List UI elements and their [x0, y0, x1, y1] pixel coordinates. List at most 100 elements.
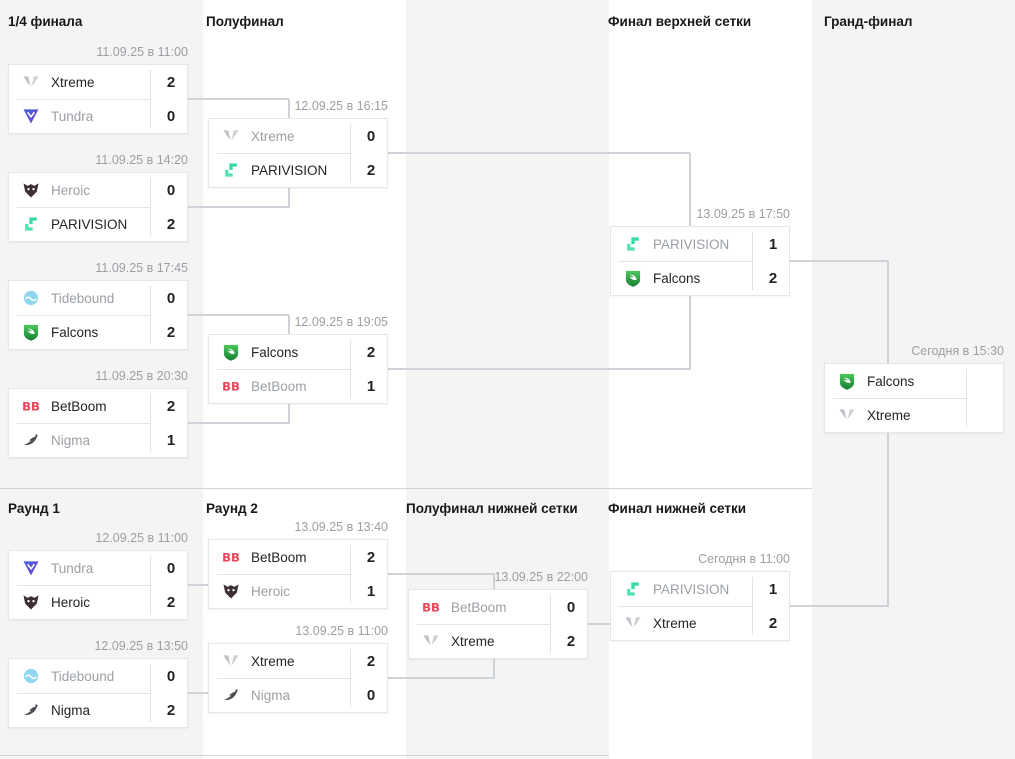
svg-text:BB: BB [222, 551, 240, 565]
match-card-lb-final[interactable]: PARIVISION 1 Xtreme 2 [610, 571, 790, 641]
match-card-uf-qf-1[interactable]: Xtreme 2 Tundra 0 [8, 64, 188, 134]
team-score: 1 [366, 377, 376, 395]
bracket-stage-header-gf: Гранд-финал [824, 14, 913, 29]
betboom-logo-icon: BB [421, 597, 441, 617]
match-datetime: 13.09.25 в 22:00 [494, 570, 588, 584]
match-card-lb-r2-1[interactable]: BB BetBoom 2 Heroic 1 [208, 539, 388, 609]
team-name: PARIVISION [51, 216, 128, 232]
bracket-stage-header-lr2: Раунд 2 [206, 501, 258, 516]
betboom-logo-icon: BB [221, 547, 241, 567]
team-score: 0 [566, 598, 576, 616]
match-datetime: 12.09.25 в 11:00 [95, 531, 188, 545]
score-divider [150, 286, 151, 344]
bracket-connector [188, 314, 289, 316]
team-row: Falcons [825, 364, 1005, 398]
match-datetime: 12.09.25 в 16:15 [294, 99, 388, 113]
row-divider [17, 99, 150, 100]
team-name: Nigma [251, 687, 291, 703]
bracket-connector [188, 206, 289, 208]
team-name: Falcons [251, 344, 299, 360]
team-row: PARIVISION 2 [209, 153, 389, 187]
match-card-grand-final[interactable]: Falcons Xtreme [824, 363, 1004, 433]
section-divider [0, 488, 812, 489]
team-name: Nigma [51, 432, 91, 448]
team-row: PARIVISION 1 [611, 572, 791, 606]
falcons-logo-icon [623, 268, 643, 288]
xtreme-logo-icon [623, 613, 643, 633]
nigma-logo-icon [21, 700, 41, 720]
team-score: 2 [166, 215, 176, 233]
match-datetime: 13.09.25 в 11:00 [295, 624, 388, 638]
xtreme-logo-icon [221, 651, 241, 671]
team-row: Xtreme [825, 398, 1005, 432]
team-name: Falcons [51, 324, 99, 340]
score-divider [350, 545, 351, 603]
tundra-logo-icon [21, 106, 41, 126]
team-row: Xtreme 0 [209, 119, 389, 153]
match-card-lb-r2-2[interactable]: Xtreme 2 Nigma 0 [208, 643, 388, 713]
match-card-uf-final[interactable]: PARIVISION 1 Falcons 2 [610, 226, 790, 296]
team-name: Falcons [867, 373, 915, 389]
match-card-lb-r1-1[interactable]: Tundra 0 Heroic 2 [8, 550, 188, 620]
row-divider [17, 207, 150, 208]
team-score: 0 [166, 181, 176, 199]
match-card-uf-sf-1[interactable]: Xtreme 0 PARIVISION 2 [208, 118, 388, 188]
row-divider [217, 369, 350, 370]
row-divider [217, 153, 350, 154]
team-score: 2 [366, 343, 376, 361]
team-name: Heroic [51, 182, 91, 198]
team-row: BB BetBoom 1 [209, 369, 389, 403]
parivision-logo-icon [221, 160, 241, 180]
match-card-lb-sf[interactable]: BB BetBoom 0 Xtreme 2 [408, 589, 588, 659]
team-score: 2 [166, 73, 176, 91]
team-row: Nigma 2 [9, 693, 189, 727]
match-datetime: 13.09.25 в 13:40 [294, 520, 388, 534]
team-name: Tundra [51, 560, 94, 576]
team-name: PARIVISION [653, 236, 730, 252]
match-card-uf-sf-2[interactable]: Falcons 2 BB BetBoom 1 [208, 334, 388, 404]
score-divider [550, 595, 551, 653]
team-name: Nigma [51, 702, 91, 718]
team-name: BetBoom [251, 378, 307, 394]
team-score: 2 [166, 397, 176, 415]
team-row: Xtreme 2 [9, 65, 189, 99]
match-card-uf-qf-2[interactable]: Heroic 0 PARIVISION 2 [8, 172, 188, 242]
match-card-lb-r1-2[interactable]: Tidebound 0 Nigma 2 [8, 658, 188, 728]
match-datetime: Сегодня в 15:30 [911, 344, 1004, 358]
team-score: 1 [366, 582, 376, 600]
match-card-uf-qf-3[interactable]: Tidebound 0 Falcons 2 [8, 280, 188, 350]
row-divider [619, 261, 752, 262]
xtreme-logo-icon [837, 405, 857, 425]
team-score: 2 [166, 701, 176, 719]
team-row: Heroic 0 [9, 173, 189, 207]
team-score: 0 [366, 127, 376, 145]
tidebound-logo-icon [21, 666, 41, 686]
team-row: Heroic 1 [209, 574, 389, 608]
tundra-logo-icon [21, 558, 41, 578]
row-divider [217, 678, 350, 679]
section-divider [0, 755, 609, 756]
team-score: 2 [768, 269, 778, 287]
bracket-connector [388, 152, 690, 154]
team-name: BetBoom [51, 398, 107, 414]
team-score: 1 [768, 235, 778, 253]
falcons-logo-icon [21, 322, 41, 342]
betboom-logo-icon: BB [221, 376, 241, 396]
bracket-connector [388, 677, 494, 679]
team-score: 2 [768, 614, 778, 632]
row-divider [217, 574, 350, 575]
team-row: Nigma 0 [209, 678, 389, 712]
tidebound-logo-icon [21, 288, 41, 308]
team-row: Nigma 1 [9, 423, 189, 457]
team-row: BB BetBoom 2 [209, 540, 389, 574]
match-card-uf-qf-4[interactable]: BB BetBoom 2 Nigma 1 [8, 388, 188, 458]
team-name: PARIVISION [653, 581, 730, 597]
score-divider [150, 394, 151, 452]
score-divider [350, 649, 351, 707]
team-score: 2 [366, 548, 376, 566]
row-divider [619, 606, 752, 607]
nigma-logo-icon [221, 685, 241, 705]
bracket-connector [790, 260, 888, 262]
parivision-logo-icon [623, 579, 643, 599]
betboom-logo-icon: BB [21, 396, 41, 416]
